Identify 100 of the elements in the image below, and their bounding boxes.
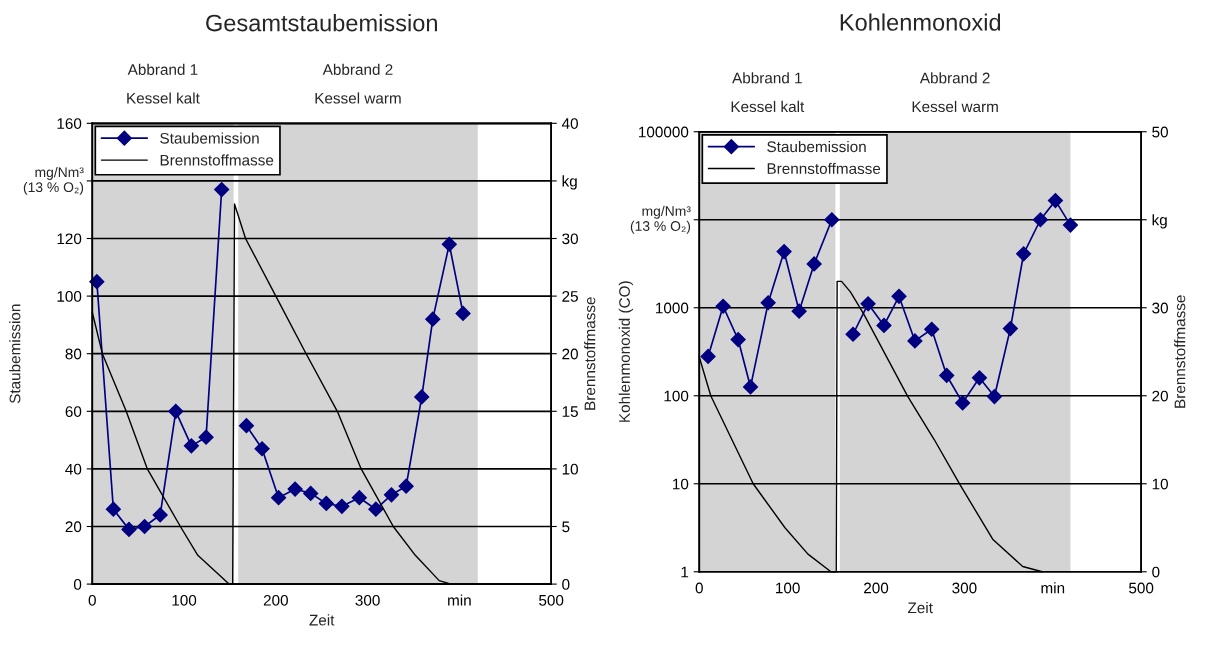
y2-tick-label: 15 [562,406,578,417]
y-tick-label: 40 [65,463,82,475]
y-tick-label: 1 [681,566,689,578]
chart-title: Gesamtstaubemission [206,14,437,32]
point [214,181,230,198]
point [287,481,303,497]
legend-label: Staubemission [767,140,866,153]
band-label: Abbrand 2 Kessel warm [315,63,401,104]
y2-tick-label: kg [562,175,577,190]
y2-tick-label: 40 [561,118,578,129]
point [183,438,199,454]
y-tick-label: 20 [65,521,82,533]
legend-label: Brennstoffmasse [160,154,274,166]
band-label: Abbrand 1 Kessel kalt [127,63,200,104]
point [971,370,987,386]
y2-tick-label: kg [1152,214,1167,229]
point [824,212,840,228]
y-tick-label: 80 [65,348,82,360]
point [137,518,153,535]
point [334,498,350,514]
x-axis-title: Zeit [907,601,933,614]
point [860,296,876,312]
y2-tick-label: 25 [562,290,578,302]
y2-axis-title: Brennstoffmasse [1174,295,1186,408]
point [198,429,214,445]
point [368,501,384,517]
point [700,348,716,364]
point [1032,212,1048,228]
point [791,303,807,319]
point [238,418,255,434]
point [455,305,471,321]
y2-tick-label: 30 [562,233,578,245]
x-tick-label: 200 [864,582,889,594]
x-axis-title: Zeit [309,614,335,626]
y-tick-label: 100 [664,390,689,402]
y2-tick-label: 10 [562,463,578,475]
point [168,403,184,419]
point [776,243,792,260]
y2-axis-title: Brennstoffmasse [584,297,596,410]
point [441,236,457,252]
legend-label: Brennstoffmasse [767,162,881,175]
x-tick-label: 0 [695,582,703,594]
point [121,521,137,537]
x-tick-label: 300 [355,594,380,606]
point [891,288,907,304]
y2-tick-label: 30 [1152,302,1168,314]
text: mg/Nm³ (13 % O₂) [23,166,84,195]
x-tick-label: min [1041,582,1065,594]
x-tick-label: min [448,594,471,606]
point [907,333,923,349]
x-tick-label: 100 [776,582,800,594]
y-tick-label: 100 [57,290,82,302]
point [730,332,746,348]
y-tick-label: 10 [673,478,689,490]
point [254,441,270,457]
y-tick-label: 60 [65,406,82,417]
band-label: Abbrand 1 Kessel kalt [731,72,805,113]
x-tick-label: 100 [172,594,197,606]
point [318,495,334,512]
point [876,317,892,333]
text: mg/Nm³ (13 % O₂) [630,205,691,234]
point [89,274,105,290]
y2-tick-label: 5 [562,521,570,533]
point [425,311,441,327]
y-axis-title: Staubemission [9,304,21,404]
point [1062,217,1079,233]
y-tick-label: 100000 [639,126,689,138]
point [806,256,822,272]
y-axis-title: Kohlenmonoxid (CO) [618,281,633,422]
point [760,295,776,311]
point [924,321,940,337]
point [414,389,430,405]
y-tick-label: 120 [57,233,82,245]
point [742,379,759,395]
point [351,490,367,506]
point [1047,193,1064,209]
point [845,326,861,342]
point [152,507,168,523]
x-tick-label: 0 [88,594,96,606]
point [1016,246,1032,262]
y2-tick-label: 0 [1152,566,1160,578]
point [955,395,971,411]
x-tick-label: 500 [1129,582,1154,594]
legend-label: Staubemission [160,132,259,144]
x-tick-label: 500 [539,594,564,606]
point [398,478,414,494]
point [715,298,731,314]
point [271,490,287,506]
y-tick-label: 160 [57,118,82,129]
y2-tick-label: 20 [1152,390,1168,402]
point [1002,321,1018,337]
band-label: Abbrand 2 Kessel warm [912,72,998,113]
y2-tick-label: 20 [562,348,578,360]
y2-tick-label: 10 [1152,478,1168,490]
y-tick-label: 1000 [656,302,689,314]
point [383,487,400,503]
point [303,485,319,501]
x-tick-label: 300 [952,582,977,594]
point [939,367,955,384]
point [986,388,1003,405]
